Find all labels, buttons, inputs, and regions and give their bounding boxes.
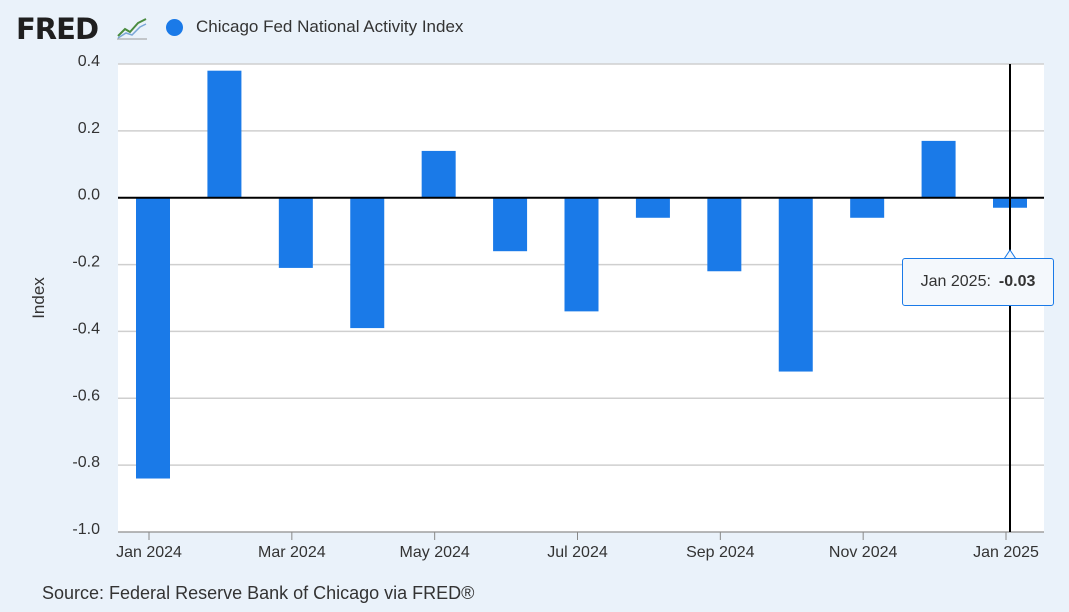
x-tick-label: Jan 2024 [116,544,182,561]
y-tick-label: 0.4 [78,53,100,70]
bar [136,197,170,479]
bar [921,140,956,198]
bar [278,197,313,268]
legend-series-label: Chicago Fed National Activity Index [196,17,464,36]
x-tick-label: Sep 2024 [686,544,755,561]
line-graph-icon [117,18,147,40]
y-tick-label: -0.6 [72,387,100,404]
bar [564,197,599,312]
y-tick-label: -0.2 [72,254,100,271]
bar [707,197,742,272]
fred-logo[interactable]: FRED [16,12,99,46]
bar [778,197,813,372]
bar [493,197,528,252]
bar [207,70,242,198]
tooltip-label: Jan 2025: [920,273,991,290]
bar-chart[interactable]: 0.4 0.2 0.0 -0.2 -0.4 -0.6 -0.8 -1.0 Index Jan 20… [0,0,1069,580]
bar [850,197,885,218]
x-tick-label: Nov 2024 [829,544,898,561]
hover-tooltip: Jan 2025: -0.03 [902,258,1054,306]
legend-marker [166,18,183,36]
y-axis-title: Index [29,277,48,319]
chart-legend[interactable]: Chicago Fed National Activity Index [166,17,463,37]
y-tick-label: -0.4 [72,320,100,337]
y-tick-label: -0.8 [72,454,100,471]
tooltip-value: -0.03 [998,273,1036,290]
x-tick-label: May 2024 [400,544,470,561]
tooltip-pointer [1004,249,1016,259]
bar [350,197,385,329]
y-tick-label: 0.0 [78,187,100,204]
source-note: Source: Federal Reserve Bank of Chicago … [42,583,475,603]
x-tick-label: Jul 2024 [547,544,608,561]
y-tick-label: -1.0 [72,521,100,538]
x-tick-label: Jan 2025 [973,544,1039,561]
y-tick-label: 0.2 [78,120,100,137]
bar [421,150,456,198]
bar [635,197,670,218]
x-tick-label: Mar 2024 [258,544,326,561]
